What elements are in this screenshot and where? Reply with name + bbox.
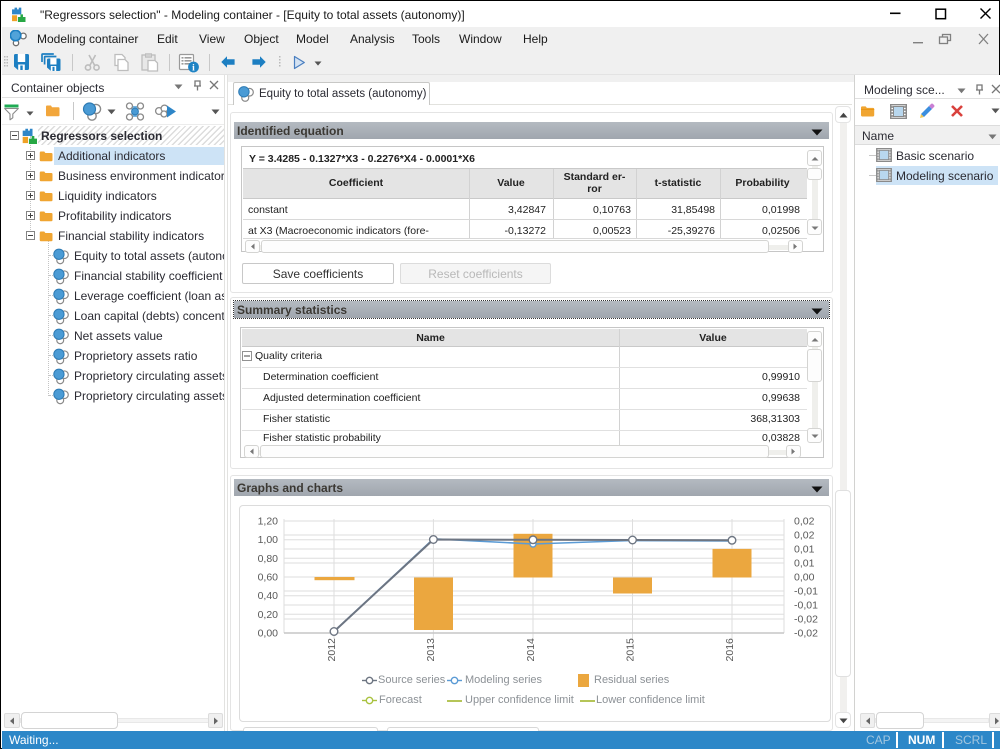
- svg-text:2012: 2012: [326, 638, 338, 662]
- svg-text:0,02: 0,02: [794, 530, 815, 542]
- svg-text:2015: 2015: [624, 638, 636, 662]
- svg-text:0,02: 0,02: [794, 516, 815, 528]
- svg-text:0,40: 0,40: [258, 590, 279, 602]
- svg-text:1,00: 1,00: [258, 534, 279, 546]
- svg-text:-0,02: -0,02: [794, 628, 818, 640]
- svg-text:0,80: 0,80: [258, 553, 279, 565]
- svg-text:0,60: 0,60: [258, 572, 279, 584]
- svg-text:0,20: 0,20: [258, 609, 279, 621]
- svg-text:i: i: [192, 64, 195, 73]
- svg-text:-0,02: -0,02: [794, 614, 818, 626]
- svg-text:0,01: 0,01: [794, 558, 815, 570]
- svg-text:-0,01: -0,01: [794, 586, 818, 598]
- svg-text:0,00: 0,00: [794, 572, 815, 584]
- svg-text:2016: 2016: [724, 638, 736, 662]
- svg-text:0,01: 0,01: [794, 544, 815, 556]
- svg-text:2014: 2014: [525, 638, 537, 662]
- svg-text:-0,01: -0,01: [794, 600, 818, 612]
- svg-text:2013: 2013: [425, 638, 437, 662]
- svg-text:1,20: 1,20: [258, 516, 279, 528]
- svg-text:0,00: 0,00: [258, 628, 279, 640]
